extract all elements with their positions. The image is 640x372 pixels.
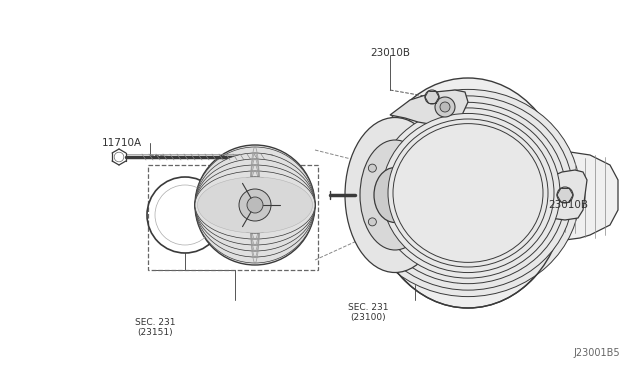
Ellipse shape — [388, 119, 548, 267]
Ellipse shape — [198, 177, 312, 233]
Circle shape — [557, 187, 573, 203]
Ellipse shape — [360, 140, 430, 250]
Polygon shape — [544, 170, 587, 220]
Circle shape — [239, 189, 271, 221]
Ellipse shape — [195, 159, 315, 251]
Circle shape — [413, 218, 422, 226]
Circle shape — [425, 90, 439, 104]
Polygon shape — [548, 152, 618, 240]
Ellipse shape — [198, 153, 312, 257]
Ellipse shape — [374, 167, 416, 222]
Ellipse shape — [198, 165, 312, 245]
Ellipse shape — [345, 118, 445, 273]
Ellipse shape — [195, 171, 315, 239]
Circle shape — [195, 145, 315, 265]
Ellipse shape — [371, 78, 566, 308]
Circle shape — [435, 97, 455, 117]
Text: J23001B5: J23001B5 — [573, 348, 620, 358]
Text: 23010B: 23010B — [548, 200, 588, 210]
Circle shape — [247, 197, 263, 213]
Circle shape — [369, 218, 376, 226]
Text: 23010B: 23010B — [370, 48, 410, 58]
Ellipse shape — [376, 108, 560, 278]
Text: SEC. 231
(23100): SEC. 231 (23100) — [348, 303, 388, 323]
Ellipse shape — [195, 165, 315, 245]
Ellipse shape — [393, 124, 543, 262]
Ellipse shape — [198, 159, 312, 251]
Circle shape — [227, 177, 283, 233]
Text: SEC. 231
(23151): SEC. 231 (23151) — [135, 318, 175, 337]
Polygon shape — [390, 90, 468, 125]
Circle shape — [440, 102, 450, 112]
Ellipse shape — [198, 171, 312, 239]
Ellipse shape — [382, 113, 554, 273]
Bar — [148, 165, 318, 270]
Ellipse shape — [195, 147, 315, 263]
Ellipse shape — [370, 102, 566, 283]
Ellipse shape — [356, 89, 580, 296]
Circle shape — [413, 164, 422, 172]
Ellipse shape — [363, 96, 573, 290]
Text: 11710A: 11710A — [102, 138, 142, 148]
Ellipse shape — [195, 153, 315, 257]
Circle shape — [369, 164, 376, 172]
